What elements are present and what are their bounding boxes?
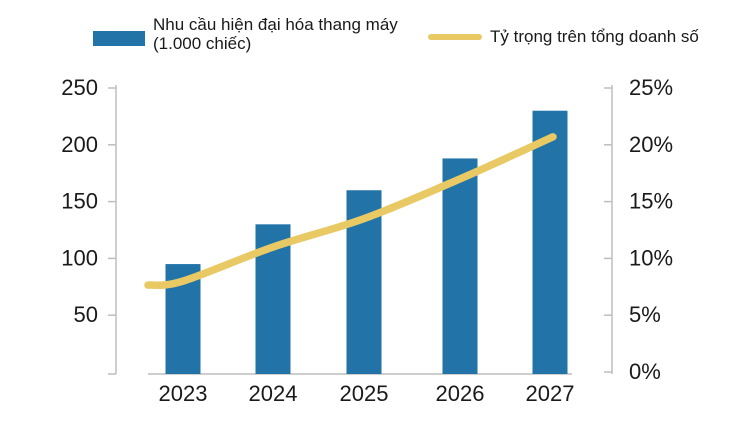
legend-bar-label-line2: (1.000 chiếc) xyxy=(153,34,252,53)
bar xyxy=(532,110,568,374)
x-axis-category-label: 2023 xyxy=(159,381,208,406)
bar-swatch-icon xyxy=(93,31,145,46)
legend-line-label-text: Tỷ trọng trên tổng doanh số xyxy=(490,27,699,46)
legend-bar-label: Nhu cầu hiện đại hóa thang máy (1.000 ch… xyxy=(153,15,398,53)
right-axis-tick-label: 10% xyxy=(629,245,673,270)
line-swatch-icon xyxy=(428,34,482,40)
x-axis-category-label: 2027 xyxy=(526,381,575,406)
x-axis-category-label: 2024 xyxy=(249,381,298,406)
right-axis-tick-label: 25% xyxy=(629,75,673,100)
left-axis-tick-label: 150 xyxy=(61,189,98,214)
left-axis-tick-label: 200 xyxy=(61,132,98,157)
left-axis-tick-label: 100 xyxy=(61,245,98,270)
legend-item-line: Tỷ trọng trên tổng doanh số xyxy=(428,27,699,46)
x-axis-category-label: 2026 xyxy=(436,381,485,406)
right-axis-tick-label: 20% xyxy=(629,132,673,157)
right-axis-tick-label: 15% xyxy=(629,189,673,214)
legend-bar-label-line1: Nhu cầu hiện đại hóa thang máy xyxy=(153,15,398,34)
x-axis-category-label: 2025 xyxy=(340,381,389,406)
right-axis-tick-label: 0% xyxy=(629,359,661,384)
left-axis-tick-label: 50 xyxy=(74,302,98,327)
right-axis-tick-label: 5% xyxy=(629,302,661,327)
legend-item-bar: Nhu cầu hiện đại hóa thang máy (1.000 ch… xyxy=(93,15,398,53)
left-axis-tick-label: 250 xyxy=(61,75,98,100)
legend-line-label: Tỷ trọng trên tổng doanh số xyxy=(490,27,699,46)
trend-line xyxy=(144,133,557,289)
bar xyxy=(442,158,478,374)
